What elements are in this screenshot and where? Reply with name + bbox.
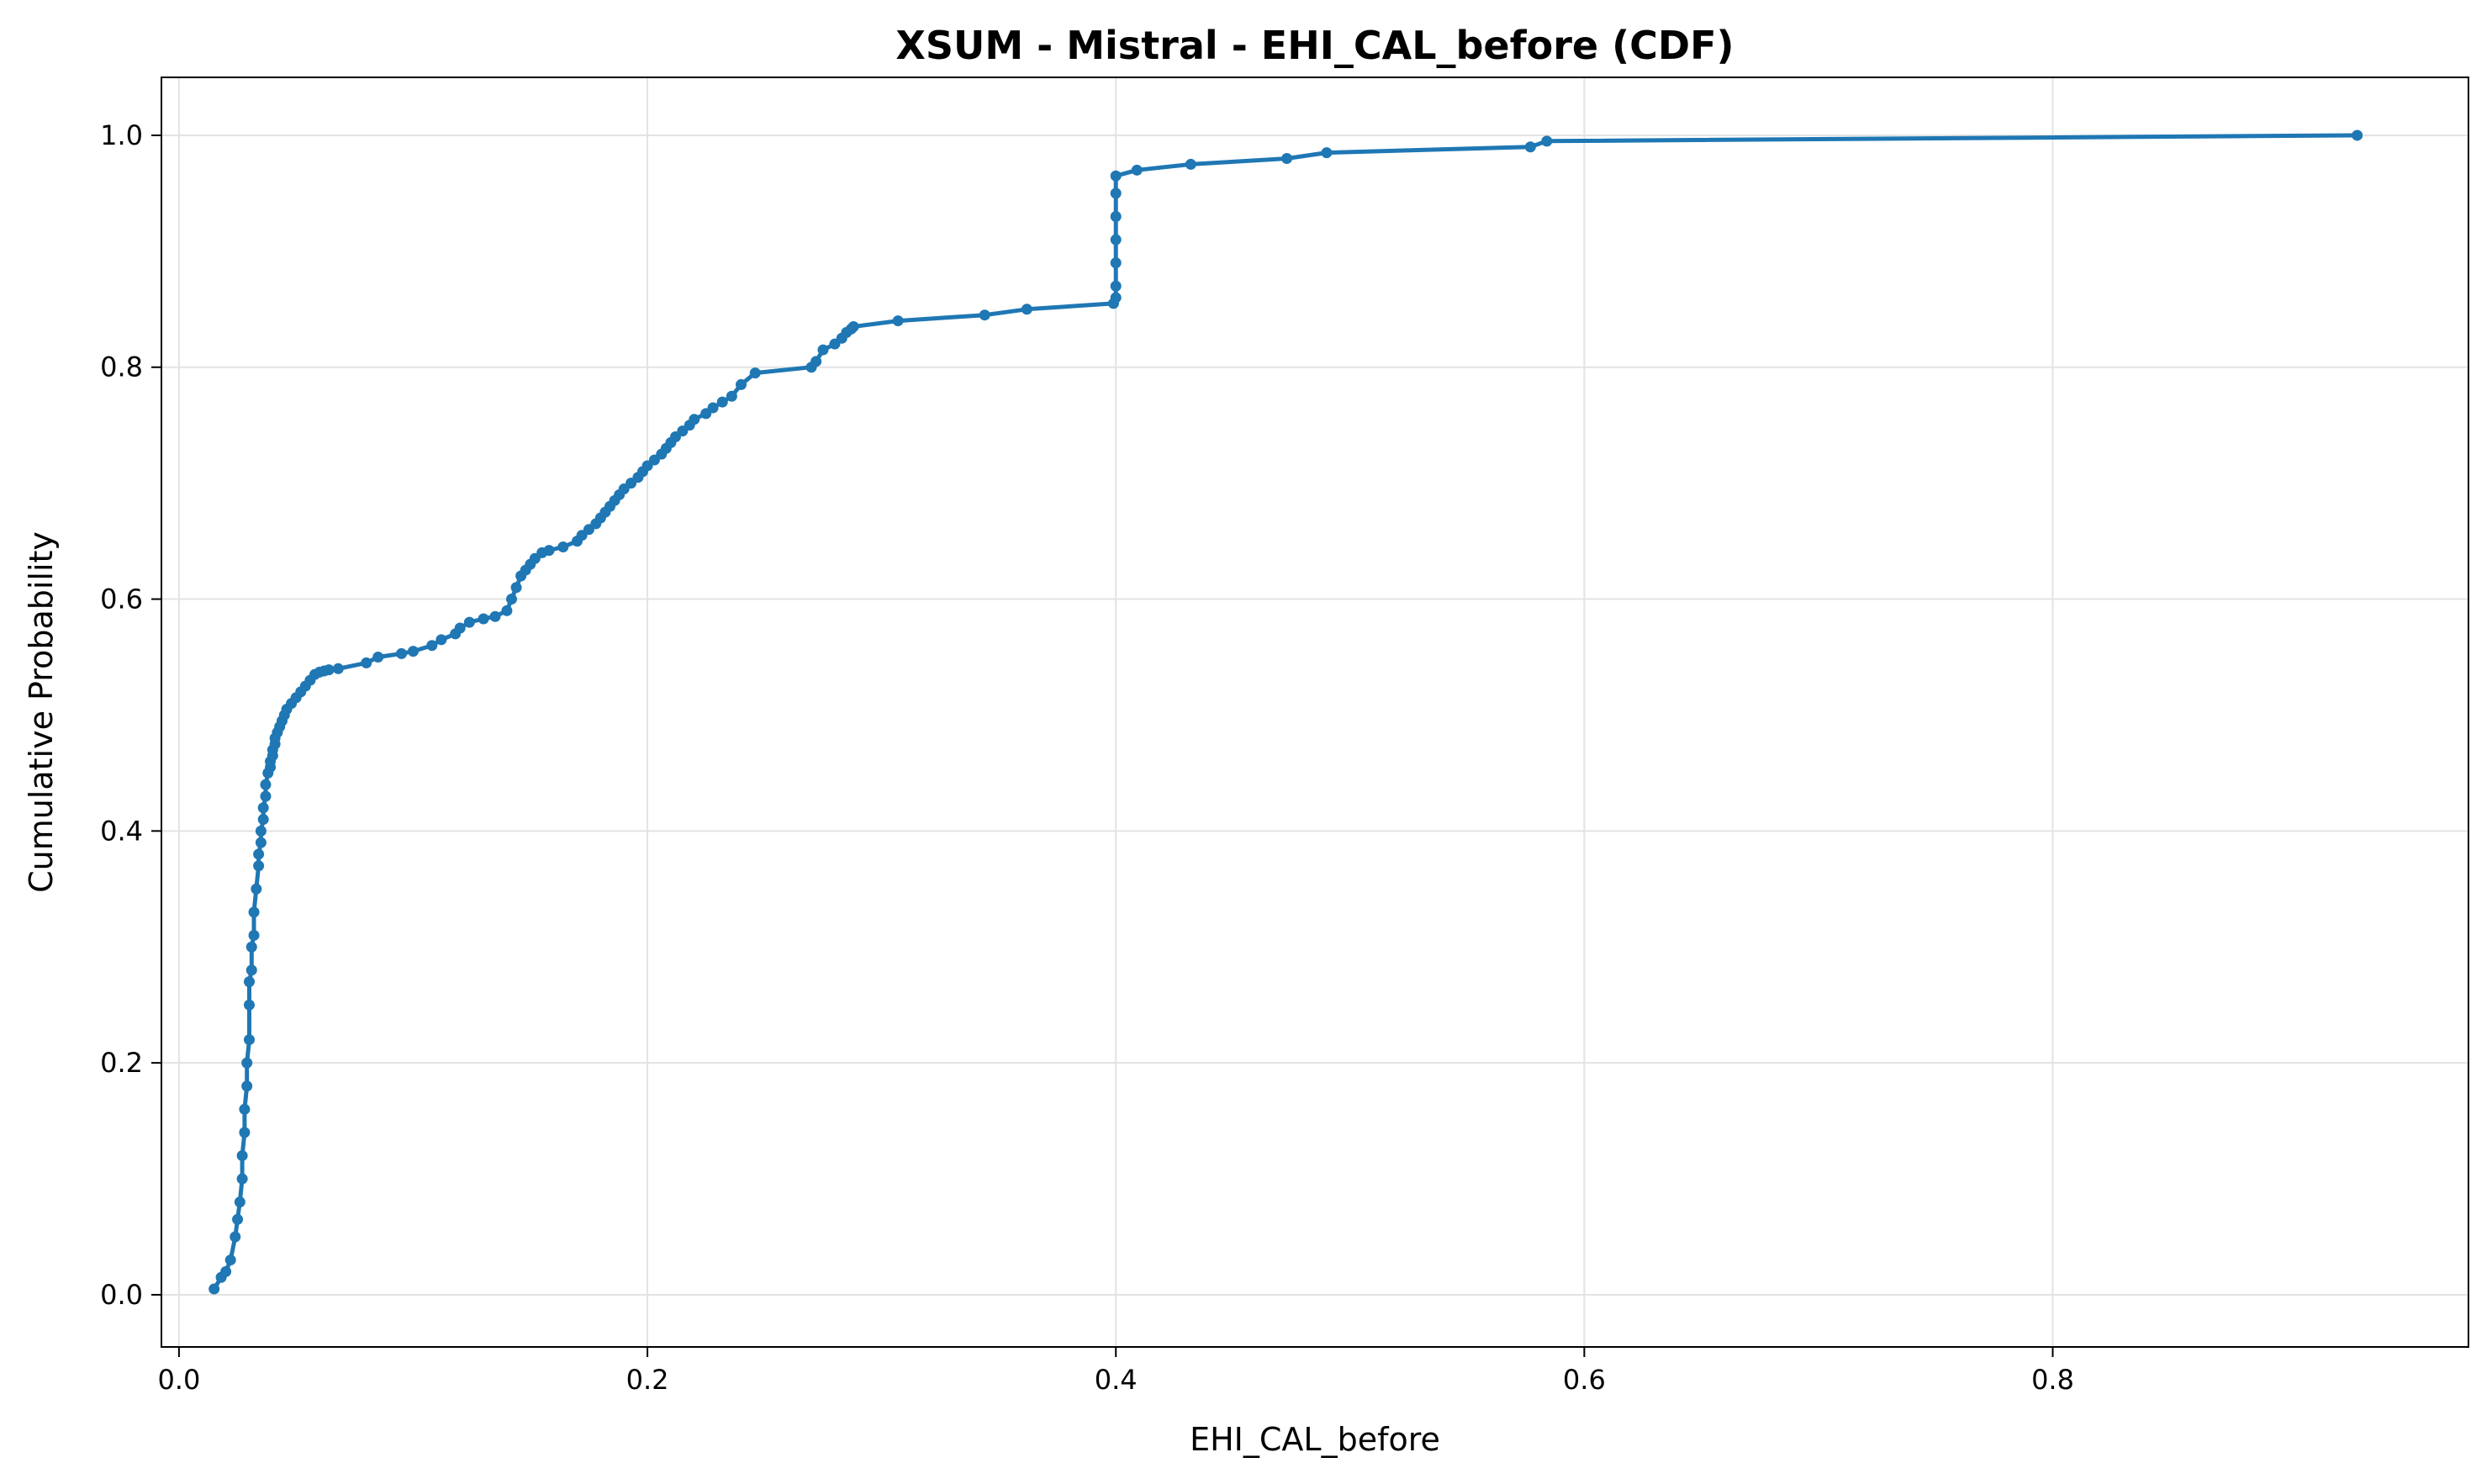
data-point <box>2352 129 2363 141</box>
data-point <box>1110 280 1122 292</box>
data-point <box>557 541 569 552</box>
data-point <box>239 1103 251 1115</box>
data-point <box>1110 234 1122 246</box>
y-axis-label: Cumulative Probability <box>23 531 60 893</box>
data-point <box>1524 141 1536 153</box>
data-point <box>735 378 747 390</box>
series-group <box>209 129 2363 1295</box>
data-point <box>707 402 719 414</box>
data-point <box>323 664 335 676</box>
data-point <box>236 1173 248 1185</box>
data-point <box>260 779 272 790</box>
data-point <box>1110 170 1122 182</box>
data-point <box>243 1034 255 1046</box>
data-point <box>253 848 265 860</box>
y-tick-label: 0.2 <box>100 1047 143 1079</box>
data-point <box>396 647 408 659</box>
data-point <box>726 390 737 402</box>
data-point <box>689 414 700 425</box>
y-tick-label: 0.6 <box>100 584 143 615</box>
data-point <box>220 1265 232 1277</box>
data-point <box>716 396 728 408</box>
data-point <box>454 622 466 634</box>
data-point <box>232 1213 244 1225</box>
data-point <box>246 941 257 953</box>
x-axis: 0.0 0.2 0.4 0.6 0.8 <box>157 1347 2074 1396</box>
data-point <box>224 1254 236 1266</box>
data-point <box>892 315 904 327</box>
y-tick-label: 1.0 <box>100 119 143 151</box>
data-point <box>1021 304 1032 315</box>
data-point <box>1110 187 1122 199</box>
data-point <box>1110 210 1122 222</box>
x-tick-label: 0.6 <box>1563 1364 1606 1396</box>
data-point <box>817 344 829 356</box>
data-point <box>463 616 475 628</box>
data-point <box>241 1057 253 1069</box>
data-point <box>1541 135 1553 147</box>
data-point <box>979 309 990 321</box>
data-point <box>248 929 260 941</box>
y-axis: 0.0 0.2 0.4 0.6 0.8 1.0 <box>100 119 161 1311</box>
data-point <box>230 1231 241 1243</box>
data-point <box>543 545 555 557</box>
data-point <box>236 1149 248 1161</box>
data-point <box>372 651 384 663</box>
data-point <box>361 657 372 668</box>
data-point <box>260 790 272 802</box>
data-point <box>234 1196 246 1208</box>
data-point <box>257 802 269 814</box>
data-point <box>501 605 513 616</box>
chart-title: XSUM - Mistral - EHI_CAL_before (CDF) <box>895 23 1734 68</box>
x-tick-label: 0.2 <box>626 1364 669 1396</box>
data-point <box>510 582 522 594</box>
data-point <box>436 634 447 646</box>
data-point <box>241 1080 253 1092</box>
data-point <box>255 825 267 837</box>
data-point <box>253 860 265 872</box>
data-point <box>251 883 262 895</box>
data-point <box>243 999 255 1011</box>
data-point <box>407 646 419 658</box>
plot-area <box>161 77 2469 1348</box>
data-point <box>243 976 255 988</box>
data-point <box>489 610 501 622</box>
data-point <box>426 640 438 652</box>
y-tick-label: 0.0 <box>100 1279 143 1311</box>
x-tick-label: 0.0 <box>157 1364 200 1396</box>
x-tick-label: 0.8 <box>2031 1364 2074 1396</box>
data-point <box>209 1283 220 1295</box>
data-point <box>749 367 761 379</box>
data-point <box>1110 257 1122 269</box>
data-point <box>847 320 859 332</box>
data-point <box>1131 164 1143 176</box>
data-point <box>248 906 260 918</box>
data-point <box>246 964 257 976</box>
data-point <box>478 613 489 625</box>
data-point <box>810 356 822 367</box>
y-tick-label: 0.8 <box>100 351 143 383</box>
x-axis-label: EHI_CAL_before <box>1190 1421 1440 1458</box>
data-point <box>239 1127 251 1138</box>
x-tick-label: 0.4 <box>1095 1364 1138 1396</box>
data-point <box>1281 153 1293 165</box>
data-point <box>255 837 267 848</box>
data-point <box>332 663 344 674</box>
data-point <box>1321 147 1333 159</box>
data-point <box>1185 158 1196 170</box>
data-point <box>1110 292 1122 304</box>
y-tick-label: 0.4 <box>100 815 143 847</box>
data-point <box>505 594 517 605</box>
data-point <box>257 814 269 826</box>
